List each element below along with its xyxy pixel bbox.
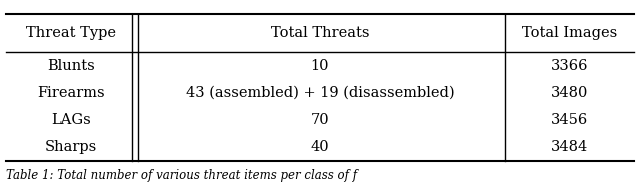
Text: Total Images: Total Images xyxy=(522,26,617,40)
Text: 3456: 3456 xyxy=(550,113,588,127)
Text: 10: 10 xyxy=(311,59,329,73)
Text: Total Threats: Total Threats xyxy=(271,26,369,40)
Text: 70: 70 xyxy=(310,113,330,127)
Text: 3484: 3484 xyxy=(550,140,588,154)
Text: Sharps: Sharps xyxy=(45,140,97,154)
Text: 3366: 3366 xyxy=(550,59,588,73)
Text: Firearms: Firearms xyxy=(37,86,104,100)
Text: LAGs: LAGs xyxy=(51,113,91,127)
Text: 43 (assembled) + 19 (disassembled): 43 (assembled) + 19 (disassembled) xyxy=(186,86,454,100)
Text: 40: 40 xyxy=(310,140,330,154)
Text: Blunts: Blunts xyxy=(47,59,95,73)
Text: Threat Type: Threat Type xyxy=(26,26,116,40)
Text: Table 1: Total number of various threat items per class of f: Table 1: Total number of various threat … xyxy=(6,169,358,181)
Text: 3480: 3480 xyxy=(550,86,588,100)
